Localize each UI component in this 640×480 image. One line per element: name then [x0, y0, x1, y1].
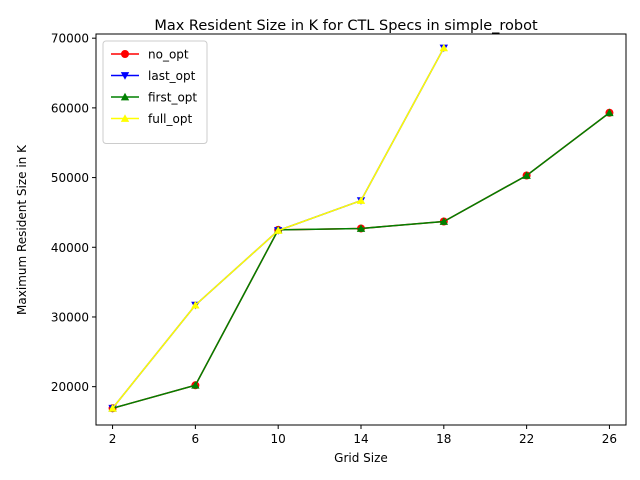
data-point-full_opt [356, 196, 366, 204]
legend-marker [121, 50, 129, 58]
legend-label: full_opt [148, 112, 192, 126]
data-point-first_opt [522, 171, 531, 179]
legend-marker [120, 72, 130, 80]
x-tick-label: 18 [436, 432, 451, 446]
data-point-first_opt [191, 381, 200, 389]
series-first_opt [108, 108, 614, 412]
legend-item-no_opt: no_opt [111, 48, 189, 62]
x-tick-label: 2 [109, 432, 117, 446]
data-point-first_opt [356, 224, 366, 232]
series-line-first_opt [112, 112, 610, 409]
x-tick-label: 10 [271, 432, 286, 446]
x-tick-label: 14 [353, 432, 368, 446]
chart-title: Max Resident Size in K for CTL Specs in … [154, 18, 538, 34]
y-axis-label: Maximum Resident Size in K [15, 144, 29, 315]
legend: no_opt last_opt first_opt full_opt [102, 40, 208, 144]
data-point-first_opt [605, 108, 614, 117]
data-point-full_opt [273, 226, 283, 234]
legend-item-full_opt: full_opt [111, 112, 192, 126]
legend-marker [120, 114, 130, 122]
x-axis-label: Grid Size [334, 451, 388, 465]
y-tick-label: 30000 [51, 310, 89, 324]
series-line-no_opt [112, 112, 610, 409]
legend-marker [120, 92, 130, 101]
legend-item-first_opt: first_opt [111, 91, 197, 105]
plot-area [108, 43, 614, 413]
x-tick-label: 6 [192, 432, 200, 446]
legend-label: first_opt [148, 91, 197, 105]
y-tick-label: 20000 [51, 380, 89, 394]
series-no_opt [108, 108, 614, 413]
y-tick-label: 60000 [51, 101, 89, 115]
legend-label: no_opt [148, 48, 189, 62]
data-point-full_opt [191, 300, 200, 309]
data-point-full_opt [439, 43, 449, 52]
data-point-first_opt [439, 217, 449, 225]
x-tick-label: 22 [519, 432, 534, 446]
legend-item-last_opt: last_opt [111, 69, 196, 83]
y-tick-label: 50000 [51, 171, 89, 185]
data-point-full_opt [108, 404, 117, 412]
series-full_opt [108, 43, 449, 412]
legend-label: last_opt [148, 69, 196, 83]
x-tick-label: 26 [602, 432, 617, 446]
y-tick-label: 40000 [51, 241, 89, 255]
y-axis: 20000 30000 40000 50000 60000 70000 [51, 32, 96, 394]
x-axis: 2 6 10 14 18 22 26 [109, 425, 617, 446]
y-tick-label: 70000 [51, 32, 89, 46]
